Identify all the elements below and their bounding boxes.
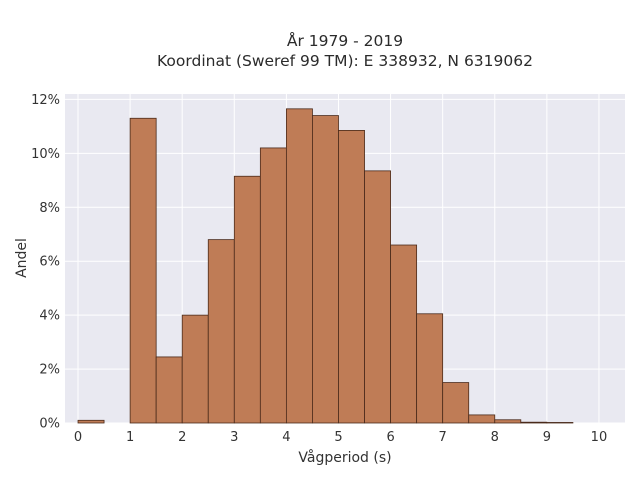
histogram-bar [390,244,418,424]
histogram-bar [364,170,391,424]
histogram-bar [129,117,157,424]
y-tick-label: 8% [39,201,60,216]
histogram-bar [181,314,209,424]
histogram-bar [338,130,365,424]
histogram-bar [494,419,522,424]
x-tick-labels: 0 1 2 3 4 5 6 7 8 9 10 [74,430,607,445]
x-tick-label: 10 [591,430,608,445]
histogram-bar [259,147,287,424]
y-tick-label: 6% [39,255,60,270]
histogram-bar [546,422,574,424]
histogram-bar [155,356,183,424]
histogram-bar [233,175,261,424]
y-axis-label: Andel [14,238,30,278]
x-tick-label: 4 [282,430,290,445]
x-tick-label: 1 [126,430,134,445]
x-tick-label: 7 [439,430,447,445]
histogram-bar [77,419,105,424]
y-tick-label: 10% [31,147,60,162]
histogram-bar [468,414,496,424]
histogram-bars [77,108,574,424]
chart-title-line1: År 1979 - 2019 [287,31,403,50]
x-tick-label: 5 [334,430,342,445]
x-tick-label: 6 [386,430,394,445]
x-tick-label: 0 [74,430,82,445]
x-tick-label: 9 [543,430,551,445]
histogram-bar [520,421,548,424]
y-tick-label: 0% [39,417,60,432]
x-tick-label: 3 [230,430,238,445]
x-tick-label: 8 [491,430,499,445]
histogram-bar [416,313,444,424]
histogram-bar [312,115,339,424]
y-tick-label: 12% [31,93,60,108]
y-tick-label: 2% [39,363,60,378]
y-tick-labels: 0% 2% 4% 6% 8% 10% 12% [31,93,60,432]
x-tick-label: 2 [178,430,186,445]
x-axis-label: Vågperiod (s) [298,449,391,466]
histogram-bar [442,382,470,424]
histogram-bar [207,239,235,424]
histogram-bar [285,108,313,424]
chart-title-line2: Koordinat (Sweref 99 TM): E 338932, N 63… [157,52,533,70]
y-tick-label: 4% [39,309,60,324]
